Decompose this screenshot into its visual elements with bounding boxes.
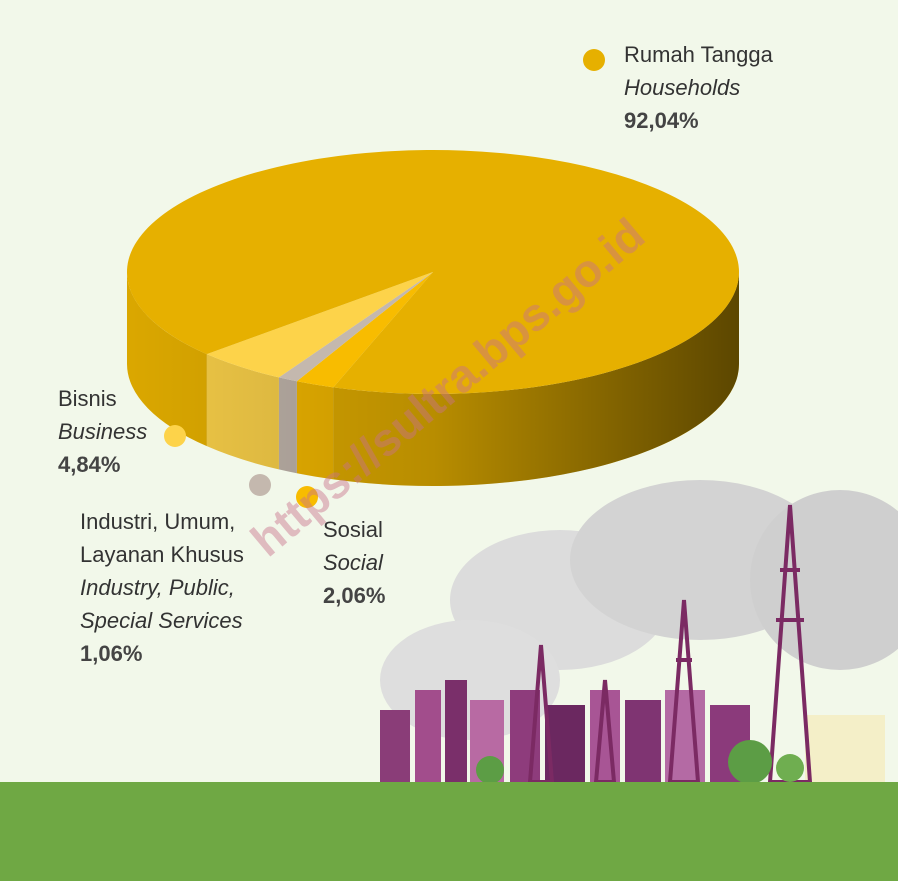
side-shade (127, 272, 739, 486)
label-name: Rumah Tangga (624, 42, 774, 67)
legend-dot (249, 474, 271, 496)
slice (206, 272, 433, 378)
slice (296, 272, 433, 388)
label-name: Sosial (323, 517, 383, 542)
value-label: 4,84% (58, 452, 120, 477)
legend-dot (296, 486, 318, 508)
value-label: 92,04% (624, 108, 699, 133)
label-name-en: Households (624, 75, 740, 100)
value-label: 2,06% (323, 583, 385, 608)
slice (127, 150, 739, 395)
legend-dot (164, 425, 186, 447)
label-name-en: Social (323, 550, 384, 575)
label-name: Industri, Umum, (80, 509, 235, 534)
label-name: Bisnis (58, 386, 117, 411)
slice (278, 272, 433, 382)
label-name-en: Industry, Public, (80, 575, 235, 600)
ground (0, 782, 898, 881)
label-name-en: Special Services (80, 608, 243, 633)
city-illustration (380, 480, 898, 784)
label-name-en: Business (58, 419, 147, 444)
value-label: 1,06% (80, 641, 142, 666)
legend-dot (583, 49, 605, 71)
pie (127, 150, 739, 486)
labels: Rumah Tangga Households 92,04% Bisnis Busine… (58, 42, 774, 666)
label-name: Layanan Khusus (80, 542, 244, 567)
